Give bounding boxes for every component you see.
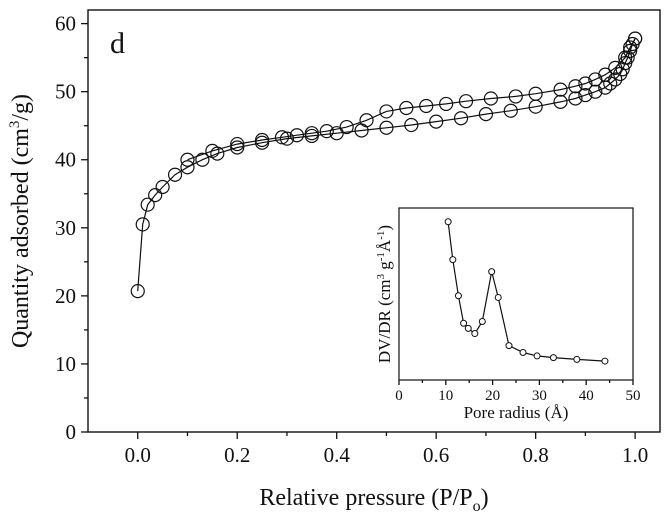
pore-distribution-point <box>488 268 496 276</box>
pore-distribution-point <box>454 292 462 300</box>
pore-distribution-point <box>573 355 581 363</box>
adsorption-point <box>608 72 623 87</box>
adsorption-point <box>404 117 419 133</box>
desorption-point <box>608 60 623 75</box>
inset-x-tick-label: 20 <box>485 388 500 404</box>
inset-axis-ticks: 0 10 20 30 40 50 <box>395 380 641 404</box>
adsorption-point <box>279 131 295 146</box>
desorption-point <box>528 86 543 101</box>
x-axis-label: Relative pressure (P/Po) <box>259 485 488 515</box>
adsorption-point <box>379 120 394 135</box>
main-data-marks <box>130 31 643 299</box>
adsorption-point <box>615 62 630 77</box>
adsorption-point <box>478 107 494 122</box>
adsorption-point <box>167 167 183 182</box>
y-tick-label: 30 <box>55 216 76 240</box>
desorption-point <box>230 136 245 152</box>
main-axis-ticks: 0.0 0.2 0.4 0.6 0.8 1.0 0 10 20 30 40 50 60 <box>55 12 648 467</box>
pore-distribution-point <box>444 218 452 226</box>
pore-distribution-point <box>460 319 468 327</box>
y-tick-label: 50 <box>55 80 76 104</box>
adsorption-point <box>588 84 603 99</box>
adsorption-point <box>130 284 145 299</box>
adsorption-point <box>429 114 444 129</box>
y-tick-label: 60 <box>55 12 76 36</box>
desorption-point <box>359 113 374 128</box>
desorption-point <box>439 96 454 112</box>
adsorption-point <box>453 111 469 126</box>
x-tick-label: 1.0 <box>622 443 648 467</box>
pore-distribution-point <box>471 330 479 338</box>
inset-data-marks <box>444 218 609 365</box>
x-tick-label: 0.6 <box>423 443 449 467</box>
desorption-point <box>578 76 593 91</box>
y-tick-label: 0 <box>66 420 77 444</box>
desorption-point <box>568 79 583 94</box>
desorption-point <box>319 124 334 139</box>
pore-distribution-point <box>549 354 557 362</box>
desorption-point <box>598 67 613 82</box>
inset-x-tick-label: 50 <box>626 388 641 404</box>
panel-label: d <box>110 27 125 60</box>
y-tick-label: 40 <box>55 148 76 172</box>
x-tick-label: 0.8 <box>523 443 549 467</box>
inset-y-axis-label: DV/DR (cm3 g-1Å-1) <box>375 225 394 363</box>
adsorption-point <box>568 91 583 106</box>
desorption-point <box>628 31 643 46</box>
inset-x-tick-label: 0 <box>395 388 403 404</box>
desorption-point <box>274 130 290 145</box>
pore-distribution-point <box>519 348 527 356</box>
desorption-point <box>419 98 434 114</box>
x-tick-label: 0.2 <box>224 443 250 467</box>
y-tick-label: 20 <box>55 284 76 308</box>
desorption-point <box>289 128 305 143</box>
desorption-point <box>483 91 498 106</box>
adsorption-point <box>155 179 170 195</box>
adsorption-point <box>603 76 618 91</box>
adsorption-line <box>137 38 636 292</box>
pore-distribution-point <box>533 352 541 360</box>
pore-distribution-point <box>601 357 609 365</box>
adsorption-point <box>553 94 568 109</box>
adsorption-point <box>578 87 593 103</box>
desorption-point <box>339 119 354 135</box>
adsorption-point <box>195 152 210 167</box>
pore-distribution-point <box>449 256 457 264</box>
inset-x-axis-label: Pore radius (Å) <box>464 403 569 422</box>
inset-x-tick-label: 40 <box>579 388 594 404</box>
desorption-point <box>618 50 633 65</box>
desorption-point <box>254 132 270 148</box>
x-tick-label: 0.0 <box>125 443 151 467</box>
inset-x-tick-label: 30 <box>532 388 547 404</box>
desorption-point <box>205 143 220 158</box>
pore-distribution-point <box>478 318 486 326</box>
y-axis-label: Quantity adsorbed (cm3/g) <box>7 94 34 348</box>
desorption-line <box>187 38 636 161</box>
desorption-point <box>588 72 603 87</box>
adsorption-point <box>140 197 155 212</box>
desorption-point <box>379 104 394 119</box>
pore-distribution-point <box>505 342 513 350</box>
desorption-point <box>304 126 319 141</box>
desorption-point <box>553 82 568 97</box>
x-tick-label: 0.4 <box>324 443 351 467</box>
adsorption-point <box>148 188 163 203</box>
adsorption-point <box>230 140 245 155</box>
adsorption-point <box>180 160 195 175</box>
pore-distribution-point <box>464 324 472 332</box>
desorption-point <box>180 152 195 167</box>
pore-distribution-point <box>494 293 502 301</box>
adsorption-point <box>135 217 150 232</box>
main-plot-frame <box>87 9 661 433</box>
desorption-point <box>399 100 414 116</box>
desorption-point <box>508 89 523 104</box>
adsorption-point <box>503 103 518 118</box>
desorption-point <box>458 94 474 109</box>
y-tick-label: 10 <box>55 352 76 376</box>
inset-plot-frame <box>398 207 634 381</box>
inset-x-tick-label: 10 <box>438 388 453 404</box>
